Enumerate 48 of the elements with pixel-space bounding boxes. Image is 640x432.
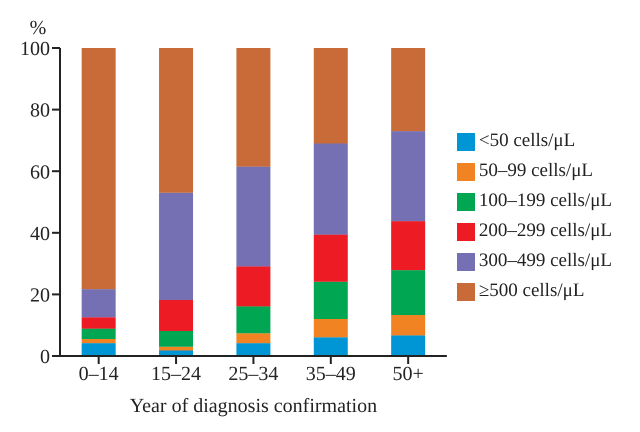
bar	[314, 48, 348, 144]
x-axis-title: Year of diagnosis confirmation	[130, 395, 378, 417]
x-tick-label: 0–14	[78, 363, 119, 386]
y-tick-label: 20	[30, 284, 50, 306]
bar	[391, 315, 426, 336]
bar	[391, 221, 426, 270]
bar	[82, 339, 116, 344]
bar	[391, 48, 426, 132]
y-axis-title: %	[30, 17, 46, 39]
bar	[236, 166, 270, 266]
bar	[236, 48, 270, 167]
legend-label: ≥500 cells/μL	[478, 280, 584, 301]
bar	[236, 306, 270, 334]
bar	[159, 346, 194, 350]
y-tick-label: 40	[30, 222, 50, 245]
bar	[159, 300, 194, 332]
bar	[159, 331, 194, 347]
bar	[159, 48, 194, 193]
legend-label: 50–99 cells/μL	[478, 160, 593, 181]
bar	[314, 234, 348, 282]
y-tick-label: 60	[30, 161, 50, 184]
legend-label: 100–199 cells/μL	[478, 190, 612, 211]
bar	[314, 337, 348, 356]
x-tick-label: 25–34	[228, 363, 278, 386]
bar	[236, 343, 270, 356]
y-tick-label: 0	[40, 346, 50, 368]
bar	[82, 343, 116, 356]
bar	[82, 48, 116, 290]
bar	[314, 143, 348, 235]
bar	[82, 289, 116, 318]
bar	[236, 266, 270, 306]
x-tick-label: 50+	[392, 363, 424, 386]
bar	[159, 192, 194, 300]
y-tick-label: 100	[20, 38, 50, 60]
bar	[391, 131, 426, 222]
x-tick-label: 35–49	[306, 363, 356, 386]
bar	[236, 333, 270, 344]
legend-label: 300–499 cells/μL	[478, 250, 612, 271]
bar	[391, 270, 426, 316]
bar	[82, 317, 116, 329]
legend-label: <50 cells/μL	[478, 130, 576, 151]
bar	[82, 328, 116, 340]
y-tick-label: 80	[30, 100, 50, 122]
legend-label: 200–299 cells/μL	[478, 220, 612, 241]
bar	[314, 319, 348, 338]
bar	[314, 282, 348, 320]
bar	[391, 335, 426, 356]
x-tick-label: 15–24	[151, 363, 202, 386]
